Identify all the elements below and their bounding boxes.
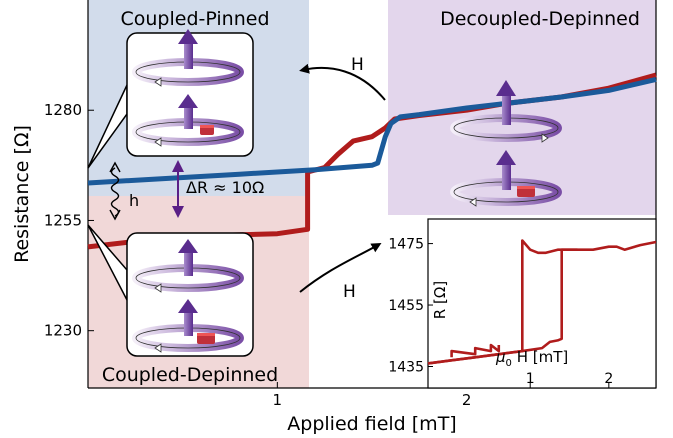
x-tick-label: 2 [462, 391, 472, 409]
y-tick-label: 1230 [44, 322, 82, 340]
inset-x-tick-label: 2 [604, 371, 613, 387]
spin-diagram-top [132, 29, 244, 87]
delta-r-label: ΔR ≈ 10Ω [186, 178, 264, 197]
label-decoupled-depinned: Decoupled-Depinned [440, 8, 640, 30]
inset-ylabel: R [Ω] [431, 281, 449, 319]
callout-coupled-depinned [87, 224, 254, 357]
inset-x-tick-label: 1 [526, 371, 535, 387]
data-series [87, 72, 657, 250]
delta-r-arrow: ΔR ≈ 10Ω [172, 160, 264, 218]
y-tick-label: 1280 [44, 101, 82, 119]
spin-diagram-decoupled [450, 80, 562, 207]
inset-y-tick-label: 1475 [388, 237, 424, 253]
inset-series [427, 239, 657, 365]
x-tick-label: 1 [273, 391, 283, 409]
inset-series-line-3 [450, 343, 501, 358]
inset-series-line-2 [427, 248, 578, 365]
label-coupled-depinned: Coupled-Depinned [102, 364, 278, 386]
h-connector: h [109, 161, 139, 221]
inset-chart: 1 2 1435 1455 1475 R [Ω] μ0 H [mT] [388, 218, 657, 389]
inset-ticks: 1 2 1435 1455 1475 [388, 237, 613, 388]
callout-coupled-pinned [87, 29, 254, 169]
y-axis-label: Resistance [Ω] [11, 125, 33, 263]
inset-xlabel: μ0 H [mT] [495, 348, 568, 369]
y-ticks: 1230 1255 1280 [44, 101, 94, 340]
spin-diagram-bottom [132, 94, 244, 147]
inset-xlabel-rest: H [mT] [512, 348, 568, 366]
arrow-H-bottom-label: H [343, 282, 356, 302]
y-tick-label: 1255 [44, 211, 82, 229]
inset-xlabel-mu: μ [495, 348, 506, 366]
inset-y-tick-label: 1455 [388, 298, 424, 314]
h-label: h [129, 191, 139, 210]
series-line-2 [87, 76, 657, 186]
spin-diagram-bottom [132, 299, 244, 353]
arrow-H-top-label: H [351, 55, 364, 75]
inset-y-tick-label: 1435 [388, 359, 424, 375]
label-coupled-pinned: Coupled-Pinned [120, 8, 269, 30]
arrow-H-bottom: H [299, 243, 382, 302]
spin-diagram-top [132, 239, 244, 293]
inset-xlabel-sub: 0 [506, 358, 512, 369]
x-axis-label: Applied field [mT] [287, 413, 456, 435]
arrow-H-top: H [299, 55, 386, 101]
